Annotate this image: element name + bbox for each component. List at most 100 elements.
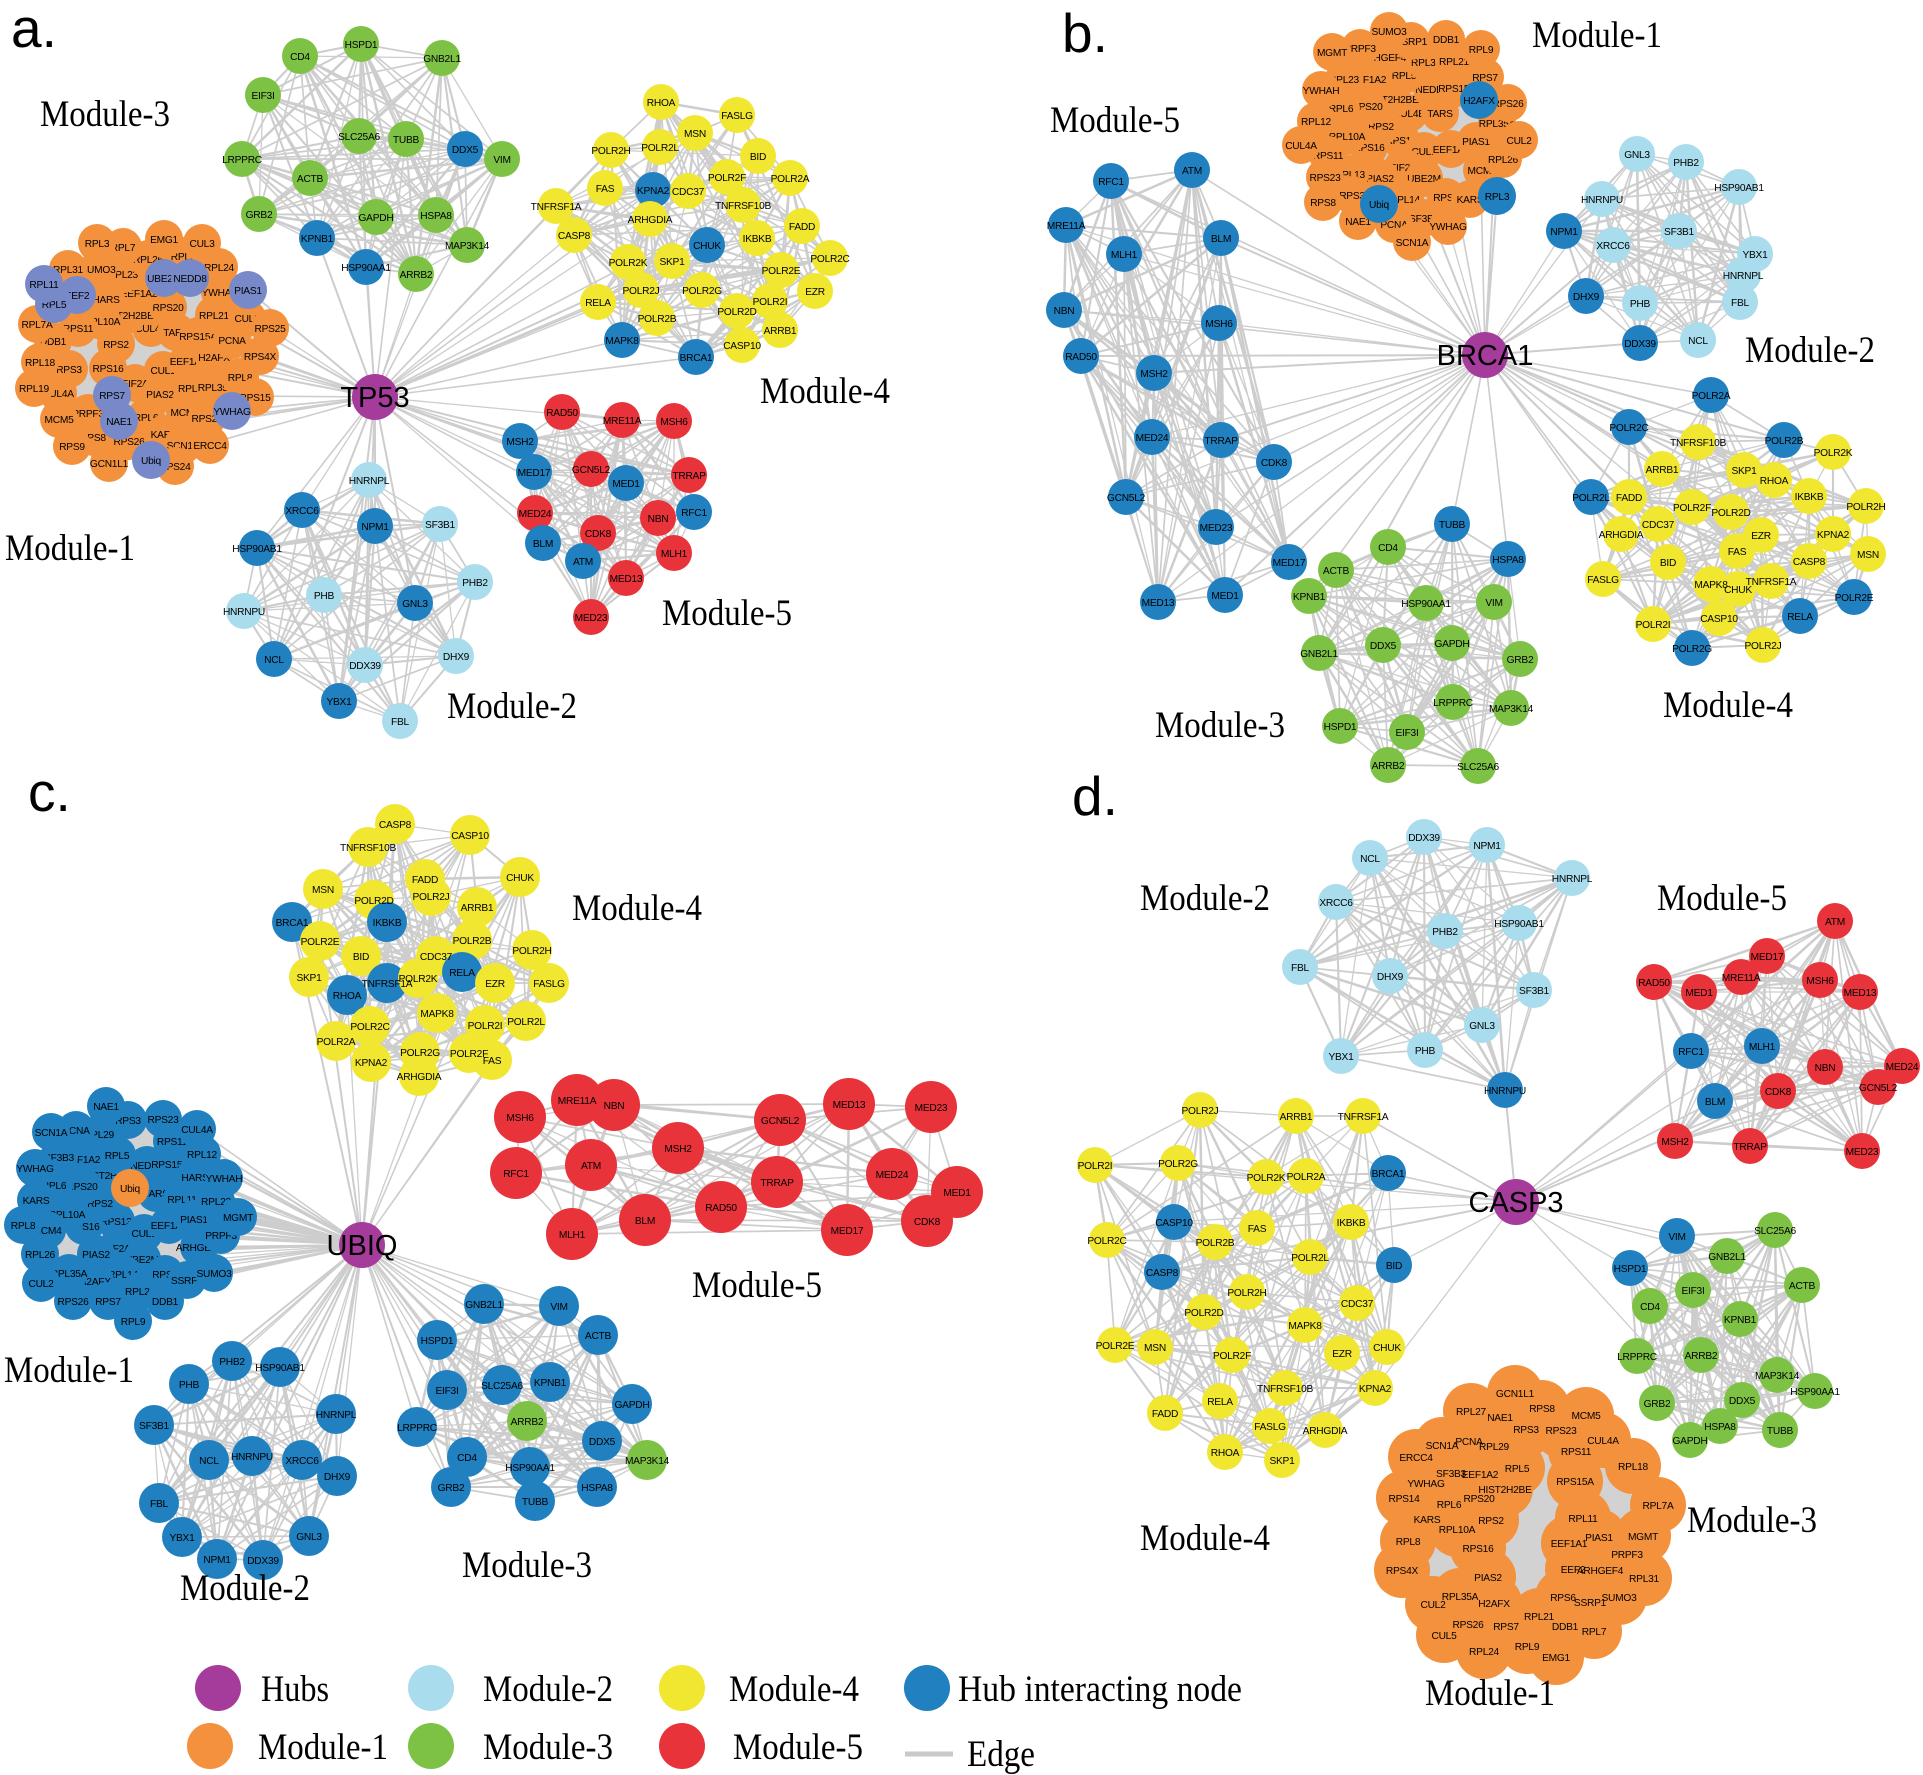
svg-text:YWHAG: YWHAG <box>213 407 251 418</box>
svg-text:RAD50: RAD50 <box>705 1203 737 1214</box>
svg-text:EEF1A2: EEF1A2 <box>1350 75 1387 86</box>
svg-text:DDB1: DDB1 <box>152 1297 179 1308</box>
svg-text:EEF1A2: EEF1A2 <box>1462 1470 1499 1481</box>
svg-text:RPL23: RPL23 <box>1329 75 1359 86</box>
svg-text:RPL12: RPL12 <box>187 1150 217 1161</box>
svg-text:Module-4: Module-4 <box>1140 1518 1270 1559</box>
svg-text:FBL: FBL <box>1731 298 1750 309</box>
svg-text:RPL26: RPL26 <box>133 255 163 266</box>
svg-text:POLR2K: POLR2K <box>399 974 438 985</box>
svg-text:RELA: RELA <box>1787 612 1813 623</box>
svg-text:FADD: FADD <box>412 875 438 886</box>
svg-text:GNL3: GNL3 <box>296 1532 322 1543</box>
svg-text:TARS: TARS <box>143 1189 169 1200</box>
svg-text:RPS15A: RPS15A <box>1438 84 1476 95</box>
svg-text:YWHAG: YWHAG <box>1407 1479 1445 1490</box>
svg-text:IKBKB: IKBKB <box>743 234 772 245</box>
svg-text:XRCC6: XRCC6 <box>285 506 319 517</box>
svg-text:PHB: PHB <box>1630 299 1651 310</box>
svg-text:HSP90AA1: HSP90AA1 <box>505 1463 555 1474</box>
svg-text:GCN1L1: GCN1L1 <box>90 459 129 470</box>
svg-text:Module-3: Module-3 <box>483 1727 613 1768</box>
svg-text:LRPPRC: LRPPRC <box>397 1423 437 1434</box>
svg-text:RPL3: RPL3 <box>1485 192 1510 203</box>
svg-text:TNFRSF1A: TNFRSF1A <box>1746 577 1797 588</box>
svg-text:POLR2J: POLR2J <box>622 286 659 297</box>
svg-text:HSP90AA1: HSP90AA1 <box>341 263 391 274</box>
svg-text:b.: b. <box>1062 2 1108 64</box>
svg-text:H2AFX: H2AFX <box>1463 96 1495 107</box>
svg-text:RPL5: RPL5 <box>105 1151 130 1162</box>
svg-text:PIAS1: PIAS1 <box>1462 137 1490 148</box>
svg-text:EEF2: EEF2 <box>1561 1565 1586 1576</box>
svg-text:ARHGDIA: ARHGDIA <box>1599 530 1644 541</box>
svg-text:DHX9: DHX9 <box>1377 972 1404 983</box>
svg-text:POLR2F: POLR2F <box>1213 1351 1251 1362</box>
svg-text:RPS2: RPS2 <box>87 1199 113 1210</box>
svg-text:RPS2: RPS2 <box>1478 1516 1504 1527</box>
svg-text:RHOA: RHOA <box>1211 1448 1240 1459</box>
svg-text:EZR: EZR <box>485 979 505 990</box>
svg-text:POLR2E: POLR2E <box>1835 593 1874 604</box>
svg-text:RPS16: RPS16 <box>1353 143 1385 154</box>
svg-text:LRPPRC: LRPPRC <box>222 155 262 166</box>
svg-text:POLR2G: POLR2G <box>400 1048 440 1059</box>
svg-text:FBL: FBL <box>391 717 410 728</box>
svg-text:RPS4X: RPS4X <box>1386 1566 1419 1577</box>
svg-text:CDK8: CDK8 <box>585 529 612 540</box>
svg-text:CHUK: CHUK <box>506 873 534 884</box>
svg-text:HARS: HARS <box>181 1173 209 1184</box>
svg-text:RPS11: RPS11 <box>1313 151 1344 162</box>
svg-text:TRRAP: TRRAP <box>1733 1142 1767 1153</box>
svg-text:RPL14: RPL14 <box>1390 195 1420 206</box>
svg-text:PCNA: PCNA <box>218 336 246 347</box>
svg-text:MRE11A: MRE11A <box>1722 973 1761 984</box>
svg-text:DDB1: DDB1 <box>1433 35 1460 46</box>
svg-text:Hubs: Hubs <box>261 1669 329 1710</box>
svg-text:MAP3K14: MAP3K14 <box>625 1456 670 1467</box>
svg-text:RPS4X: RPS4X <box>244 352 277 363</box>
svg-text:RELA: RELA <box>585 298 611 309</box>
svg-text:POLR2H: POLR2H <box>1227 1288 1266 1299</box>
svg-text:VIM: VIM <box>550 1302 567 1313</box>
svg-text:RPL8: RPL8 <box>228 373 253 384</box>
svg-text:RPL5: RPL5 <box>1392 71 1417 82</box>
svg-text:KARS: KARS <box>1457 195 1484 206</box>
svg-text:RPL23: RPL23 <box>201 1197 231 1208</box>
svg-text:SF3B1: SF3B1 <box>1519 986 1549 997</box>
svg-text:NCL: NCL <box>1360 854 1380 865</box>
svg-text:H2AFX: H2AFX <box>79 1277 111 1288</box>
svg-text:NBN: NBN <box>1054 306 1075 317</box>
svg-text:MED13: MED13 <box>833 1100 866 1111</box>
svg-text:TUBB: TUBB <box>522 1497 549 1508</box>
svg-text:RPL10A: RPL10A <box>1439 1525 1476 1536</box>
svg-text:RPL8: RPL8 <box>1396 1537 1421 1548</box>
svg-text:RPL10A: RPL10A <box>84 317 121 328</box>
svg-text:NAE1: NAE1 <box>93 1102 119 1113</box>
svg-text:PCNA: PCNA <box>1380 220 1408 231</box>
svg-text:SUMO3: SUMO3 <box>81 265 117 276</box>
svg-text:RPS2: RPS2 <box>103 340 129 351</box>
svg-text:RPS11: RPS11 <box>63 324 94 335</box>
svg-text:RPL35A: RPL35A <box>198 383 235 394</box>
svg-text:FASLG: FASLG <box>533 979 565 990</box>
svg-text:ACTB: ACTB <box>1323 566 1350 577</box>
svg-text:RPL18: RPL18 <box>1618 1462 1648 1473</box>
svg-text:PIAS1: PIAS1 <box>180 1215 208 1226</box>
svg-text:SUMO3: SUMO3 <box>1602 1593 1638 1604</box>
svg-text:RPL13: RPL13 <box>178 384 208 395</box>
svg-text:MSH2: MSH2 <box>506 437 534 448</box>
svg-text:MRE11A: MRE11A <box>1047 221 1086 232</box>
svg-text:SKP1: SKP1 <box>296 973 322 984</box>
svg-text:CUL4B: CUL4B <box>1393 109 1425 120</box>
svg-text:CASP8: CASP8 <box>558 231 591 242</box>
svg-text:HSP90AB1: HSP90AB1 <box>232 544 282 555</box>
svg-text:RPL6: RPL6 <box>42 1181 67 1192</box>
svg-text:DDX5: DDX5 <box>589 1437 616 1448</box>
svg-text:MLH1: MLH1 <box>559 1230 586 1241</box>
svg-text:PHB: PHB <box>1415 1046 1436 1057</box>
svg-text:RPS24: RPS24 <box>159 462 191 473</box>
svg-text:MED13: MED13 <box>610 574 643 585</box>
svg-text:RPL7A: RPL7A <box>21 320 52 331</box>
svg-text:POLR2I: POLR2I <box>753 297 788 308</box>
